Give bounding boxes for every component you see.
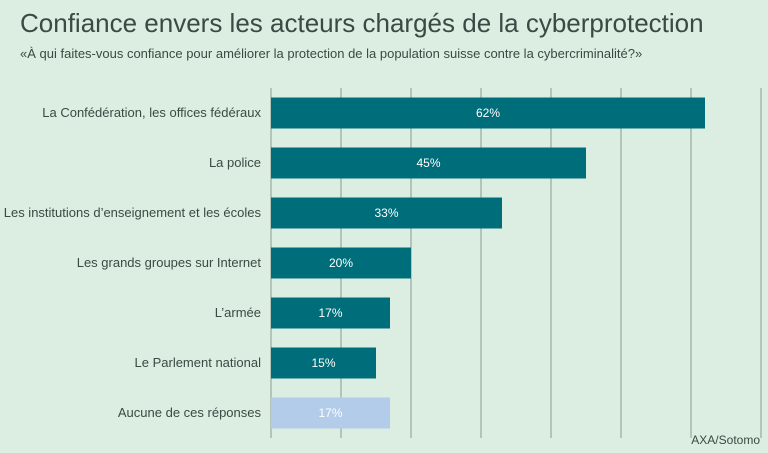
bar-3 [271, 197, 502, 229]
category-label-1: La Confédération, les offices fédéraux [42, 105, 261, 120]
bar-value-label-2: 45% [416, 156, 440, 170]
category-label-6: Le Parlement national [135, 355, 262, 370]
category-label-7: Aucune de ces réponses [118, 405, 262, 420]
category-label-5: L’armée [215, 305, 261, 320]
category-label-4: Les grands groupes sur Internet [77, 255, 262, 270]
bar-value-label-6: 15% [311, 356, 335, 370]
bar-1 [271, 97, 705, 129]
chart-subtitle: «À qui faites-vous confiance pour amélio… [20, 46, 643, 61]
source-label: AXA/Sotomo [691, 433, 760, 447]
bar-value-label-1: 62% [476, 106, 500, 120]
category-label-2: La police [209, 155, 261, 170]
bar-value-label-3: 33% [374, 206, 398, 220]
bar-7 [271, 397, 390, 429]
bar-value-label-5: 17% [318, 306, 342, 320]
bars [271, 97, 705, 429]
bar-value-label-4: 20% [329, 256, 353, 270]
bar-2 [271, 147, 586, 179]
category-label-3: Les institutions d’enseignement et les é… [4, 205, 262, 220]
chart-title: Confiance envers les acteurs chargés de … [20, 8, 704, 38]
labels: 62% La Confédération, les offices fédérau… [4, 105, 501, 420]
bar-value-label-7: 17% [318, 406, 342, 420]
bar-4 [271, 247, 411, 279]
bar-6 [271, 347, 376, 379]
bar-5 [271, 297, 390, 329]
